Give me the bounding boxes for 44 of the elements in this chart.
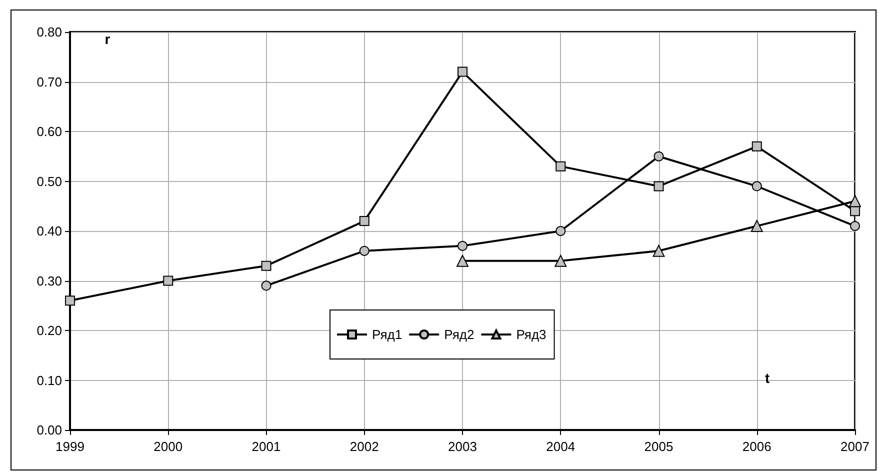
x-axis-title: t <box>765 370 770 386</box>
x-tick-label: 2007 <box>840 439 870 454</box>
point <box>261 260 272 271</box>
point <box>849 195 861 208</box>
x-tick-label: 2003 <box>448 439 477 454</box>
point <box>163 276 174 286</box>
y-axis-title: r <box>104 31 111 47</box>
legend-label: Ряд1 <box>372 327 402 342</box>
y-tick-label: 0.50 <box>36 174 62 189</box>
point <box>652 244 665 257</box>
point <box>556 226 566 236</box>
point <box>554 254 567 267</box>
point <box>458 66 468 77</box>
y-tick-label: 0.00 <box>36 422 62 438</box>
y-tick-label: 0.10 <box>36 372 62 388</box>
legend-label: Ряд3 <box>516 327 546 342</box>
point <box>261 280 272 291</box>
x-tick-label: 2002 <box>350 439 379 454</box>
x-tick-label: 2004 <box>546 439 576 454</box>
point <box>750 220 763 232</box>
point <box>752 181 762 192</box>
x-tick-label: 2001 <box>252 439 281 454</box>
x-tick-label: 1999 <box>56 439 84 454</box>
x-tick-label: 2006 <box>742 439 772 454</box>
y-tick-label: 0.60 <box>36 124 62 139</box>
y-tick-label: 0.40 <box>36 224 62 238</box>
point <box>752 141 762 152</box>
x-tick-label: 2005 <box>644 439 674 454</box>
y-tick-label: 0.70 <box>36 74 62 90</box>
legend-label: Ряд2 <box>444 327 474 342</box>
point <box>850 206 860 216</box>
point <box>359 216 370 226</box>
point <box>850 221 860 232</box>
point <box>458 240 468 251</box>
point <box>65 296 75 306</box>
x-tick-label: 2000 <box>154 439 183 454</box>
point <box>456 254 468 267</box>
point <box>556 161 566 172</box>
point <box>359 246 370 256</box>
point <box>654 151 664 162</box>
point <box>654 181 664 192</box>
y-tick-label: 0.80 <box>36 24 62 40</box>
y-tick-label: 0.30 <box>36 273 62 288</box>
y-tick-label: 0.20 <box>36 323 62 338</box>
